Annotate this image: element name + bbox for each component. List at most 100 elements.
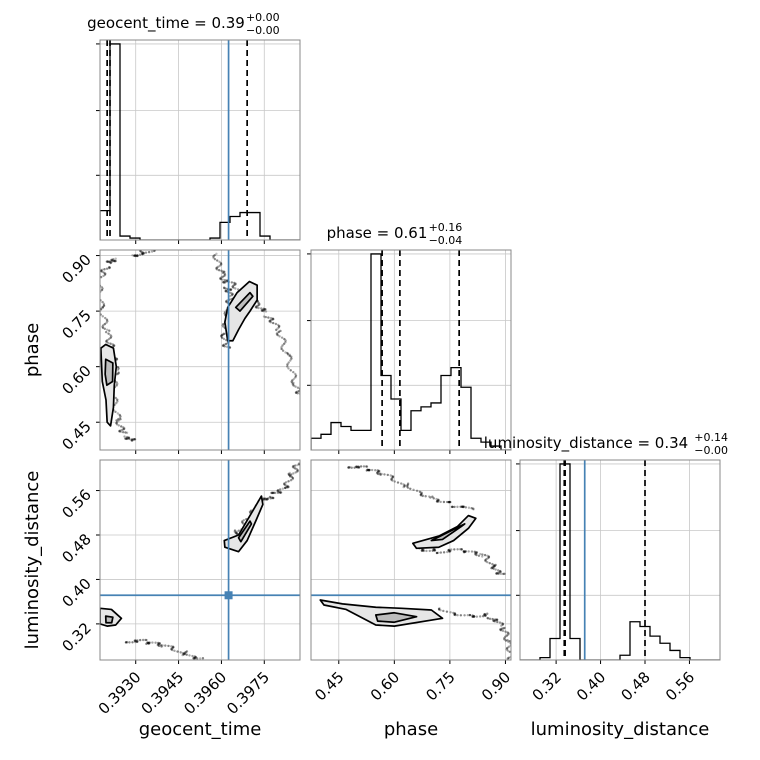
sample-point — [292, 381, 295, 385]
sample-point — [220, 336, 224, 339]
sample-point — [435, 500, 439, 503]
sample-point — [107, 260, 110, 264]
panel-frame — [99, 249, 301, 451]
truth-marker — [224, 591, 233, 600]
sample-point — [221, 324, 224, 327]
sample-point — [182, 653, 185, 656]
sample-point — [102, 304, 106, 308]
sample-point — [225, 279, 229, 282]
y-tick-label: 0.90 — [58, 251, 94, 287]
sample-point — [112, 344, 116, 347]
sample-point — [109, 336, 112, 339]
sample-point — [241, 521, 244, 524]
sample-point — [115, 419, 118, 422]
sample-point — [115, 358, 119, 361]
sample-point — [110, 335, 113, 338]
sample-point — [449, 500, 452, 504]
sample-point — [134, 254, 137, 258]
sample-point — [357, 465, 360, 468]
sample-point — [118, 430, 121, 433]
sample-point — [450, 505, 454, 509]
sample-point — [272, 317, 275, 321]
sample-point — [450, 548, 453, 551]
panel-title: luminosity_distance = 0.34 — [484, 434, 688, 453]
sample-point — [117, 424, 121, 427]
sample-point — [350, 466, 353, 469]
sample-point — [354, 465, 358, 468]
sample-point — [135, 640, 139, 644]
sample-point — [112, 258, 115, 261]
sample-point — [290, 475, 294, 479]
sample-point — [220, 269, 223, 273]
sample-point — [131, 254, 134, 257]
sample-point — [420, 549, 424, 553]
sample-point — [185, 650, 188, 654]
sample-point — [451, 505, 454, 509]
sample-point — [374, 469, 377, 472]
title-upper-error: +0.16 — [429, 221, 463, 234]
contour-fill-outer — [412, 515, 476, 549]
sample-point — [148, 642, 151, 645]
sample-point — [283, 486, 287, 490]
sample-point — [447, 500, 451, 504]
hist-geocent_time — [100, 43, 300, 240]
sample-point — [148, 641, 151, 644]
sample-point — [276, 489, 279, 493]
sample-point — [158, 642, 161, 645]
sample-point — [212, 256, 215, 260]
sample-point — [124, 437, 127, 440]
sample-point — [164, 245, 166, 247]
sample-point — [368, 469, 371, 472]
sample-point — [271, 491, 275, 495]
sample-point — [160, 246, 162, 248]
y-tick-label: 0.48 — [58, 530, 94, 566]
sample-point — [276, 327, 279, 330]
sample-point — [260, 309, 264, 312]
sample-point — [213, 253, 216, 257]
sample-point — [347, 466, 350, 469]
sample-point — [291, 379, 294, 382]
sample-point — [127, 436, 130, 439]
sample-point — [403, 485, 406, 488]
sample-point — [420, 491, 423, 494]
sample-point — [101, 326, 105, 329]
sample-point — [182, 245, 184, 247]
sample-point — [109, 261, 113, 264]
sample-point — [132, 254, 136, 257]
sample-point — [222, 286, 226, 289]
sample-point — [483, 614, 487, 618]
sample-point — [262, 307, 265, 311]
sample-point — [188, 654, 191, 657]
sample-point — [231, 293, 234, 296]
sample-point — [447, 500, 451, 504]
sample-point — [289, 359, 292, 362]
sample-point — [505, 646, 509, 650]
sample-point — [287, 472, 290, 476]
sample-point — [488, 561, 491, 565]
sample-point — [277, 330, 281, 334]
x-tick-label: 0.3930 — [95, 668, 145, 718]
sample-point — [221, 271, 225, 274]
contour-outer — [223, 495, 264, 553]
sample-point — [432, 548, 435, 551]
sample-point — [481, 555, 484, 558]
sample-point — [459, 505, 462, 509]
sample-point — [447, 548, 451, 552]
sample-point — [499, 628, 503, 632]
sample-point — [504, 635, 507, 639]
x-tick-label: 0.48 — [617, 668, 653, 704]
contour-outer — [224, 280, 258, 342]
sample-point — [151, 641, 154, 644]
sample-point — [101, 270, 104, 274]
sample-point — [503, 626, 506, 630]
sample-point — [499, 572, 503, 576]
sample-point — [121, 430, 125, 434]
sample-point — [462, 550, 466, 553]
sample-point — [453, 505, 456, 509]
contour-inner — [104, 615, 114, 624]
sample-point — [126, 437, 130, 440]
sample-point — [257, 303, 261, 307]
panel-frame — [310, 249, 512, 451]
sample-point — [406, 484, 409, 487]
sample-point — [276, 490, 280, 493]
